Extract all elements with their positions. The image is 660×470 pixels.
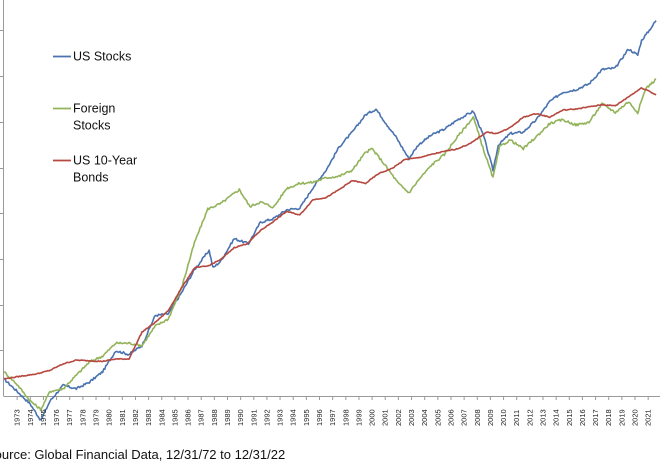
legend-label-foreign-stocks: Stocks [73,119,111,133]
x-tick-label: 2004 [420,409,429,426]
legend-label-us-stocks: US Stocks [73,50,131,64]
x-tick-label: 1981 [118,409,127,426]
legend-label-foreign-stocks: Foreign [73,102,115,116]
x-tick-label: 1979 [92,409,101,426]
x-tick-label: 1988 [210,409,219,426]
x-tick-label: 2011 [512,410,521,426]
x-tick-label: 2021 [644,409,653,426]
x-tick-label: 1973 [13,409,22,426]
x-tick-label: 1994 [289,409,298,426]
x-tick-label: 2001 [381,409,390,426]
x-tick-label: 2002 [394,409,403,426]
x-tick-label: 2008 [473,409,482,426]
x-tick-label: 1991 [249,409,258,426]
x-tick-label: 1986 [184,409,193,426]
x-tick-label: 2013 [538,409,547,426]
legend-label-us-10-year-bonds: US 10-Year [73,154,137,168]
x-tick-label: 2012 [525,409,534,426]
x-tick-label: 1998 [341,409,350,426]
x-tick-label: 1976 [52,409,61,426]
x-tick-label: 1977 [65,409,74,426]
x-tick-label: 1985 [170,409,179,426]
x-tick-label: 1999 [354,409,363,426]
series-line-us-stocks [3,20,657,421]
x-tick-label: 2019 [617,409,626,426]
x-tick-label: 1984 [157,409,166,426]
x-tick-label: 1989 [223,409,232,426]
x-tick-label: 1997 [328,409,337,426]
x-tick-label: 1983 [144,409,153,426]
x-tick-label: 1975 [39,409,48,426]
x-tick-label: 2015 [565,409,574,426]
series-layer [3,20,657,421]
legend-label-us-10-year-bonds: Bonds [73,171,108,185]
series-line-foreign-stocks [3,78,657,412]
series-line-us-10-year-bonds [3,87,657,380]
x-tick-label: 1982 [131,409,140,426]
x-tick-label: 2014 [552,409,561,426]
x-tick-label: 2003 [407,409,416,426]
x-tick-label: 1987 [197,409,206,426]
x-tick-label: 1990 [236,409,245,426]
x-tick-label: 2016 [578,409,587,426]
x-tick-label: 2010 [499,409,508,426]
x-tick-label: 1992 [262,409,271,426]
x-tick-label: 2006 [446,409,455,426]
x-tick-label: 1995 [302,409,311,426]
source-note: Source: Global Financial Data, 12/31/72 … [0,447,286,462]
x-tick-label: 2009 [486,409,495,426]
x-tick-label: 1980 [105,409,114,426]
x-tick-label: 2007 [460,409,469,426]
x-tick-label: 1996 [315,409,324,426]
x-tick-label: 2005 [433,409,442,426]
x-tick-label: 2017 [591,409,600,426]
x-tick-label: 2018 [604,409,613,426]
x-tick-label: 1993 [276,409,285,426]
x-tick-label: 1978 [78,409,87,426]
x-tick-labels: 1973 1974 1975 1976 1977 1978 1979 1980 1981 1982… [13,396,653,426]
chart-axes [0,0,660,397]
chart-legend: US Stocks Foreign Stocks US 10-Year Bonds [53,50,137,185]
x-tick-label: 2000 [368,409,377,426]
x-tick-label: 2020 [631,409,640,426]
x-tick-label: 1974 [26,409,35,426]
